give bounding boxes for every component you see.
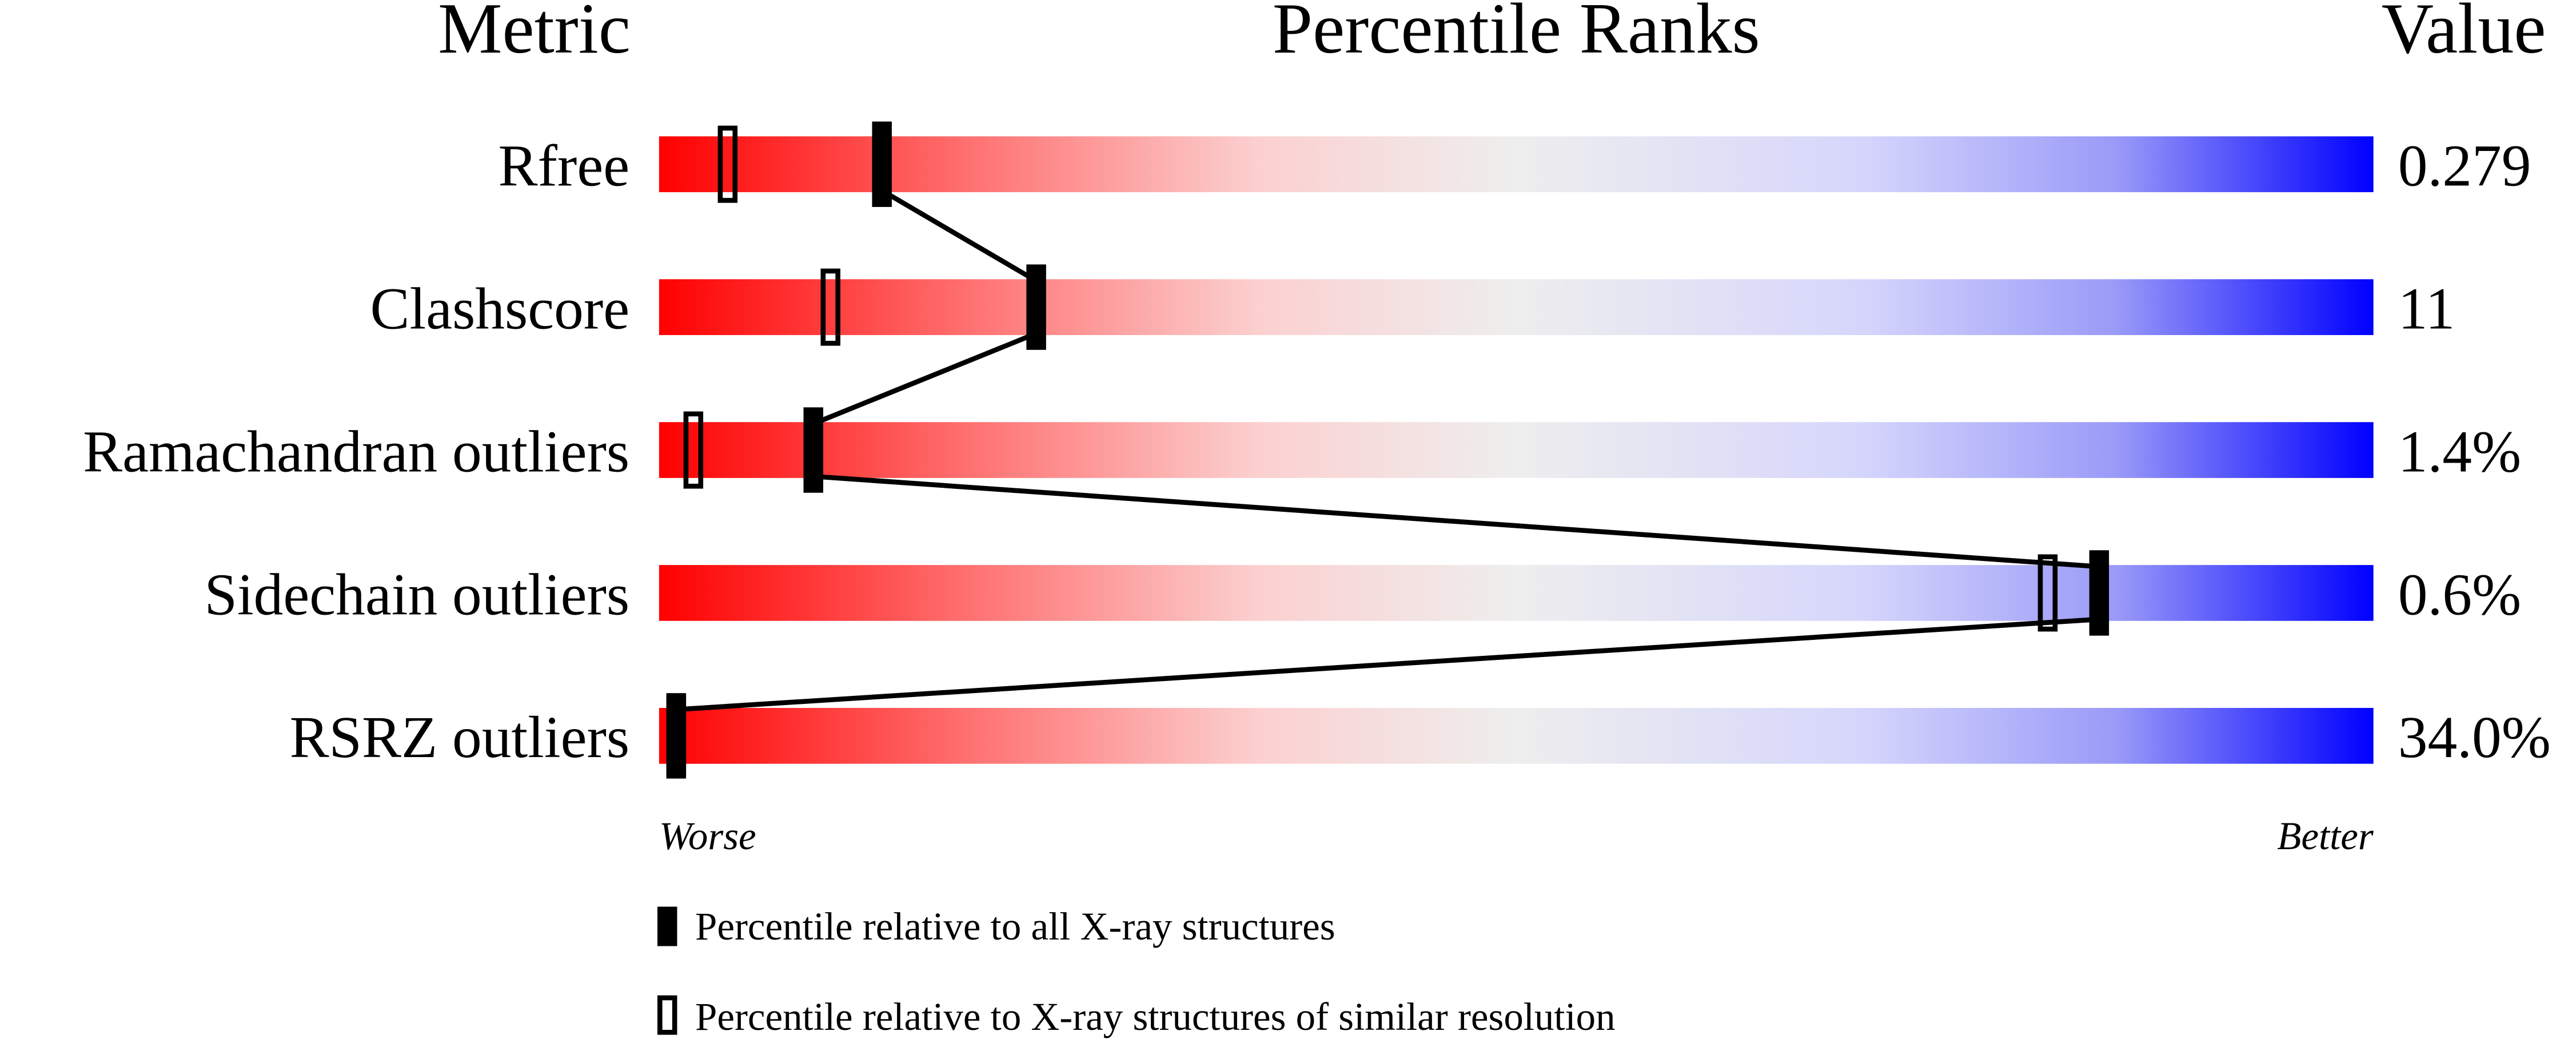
similar-resolution-percentile-marker: [683, 411, 704, 489]
all-structures-percentile-marker: [666, 693, 687, 779]
metric-value: 0.279: [2398, 134, 2531, 199]
axis-better-label: Better: [2277, 814, 2374, 858]
percentile-bar: [659, 422, 2374, 478]
similar-resolution-percentile-marker: [717, 125, 738, 203]
metric-value: 11: [2398, 276, 2455, 341]
metric-label: Sidechain outliers: [204, 562, 629, 627]
similar-resolution-percentile-marker: [820, 268, 840, 346]
similar-resolution-percentile-marker: [2037, 554, 2058, 632]
metric-value: 1.4%: [2398, 419, 2521, 484]
metric-label: Ramachandran outliers: [83, 419, 629, 484]
all-structures-percentile-marker: [872, 121, 892, 207]
metric-value: 34.0%: [2398, 705, 2551, 770]
all-structures-percentile-marker: [803, 407, 823, 493]
legend-open-label: Percentile relative to X-ray structures …: [695, 995, 1616, 1038]
percentile-bar: [659, 708, 2374, 764]
metric-header: Metric: [438, 0, 631, 69]
axis-worse-label: Worse: [659, 814, 756, 858]
metric-label: Clashscore: [370, 276, 629, 341]
metric-label: Rfree: [499, 134, 630, 199]
legend-filled-label: Percentile relative to all X-ray structu…: [695, 905, 1335, 948]
percentile-bar: [659, 565, 2374, 621]
value-header: Value: [2382, 0, 2546, 69]
metric-label: RSRZ outliers: [290, 705, 630, 770]
metric-value: 0.6%: [2398, 562, 2521, 627]
percentile-bar: [659, 136, 2374, 193]
legend-open-marker: [657, 995, 677, 1035]
all-structures-percentile-marker: [2089, 550, 2110, 636]
percentile-ranks-header: Percentile Ranks: [1273, 0, 1760, 69]
legend-filled-marker: [657, 906, 677, 946]
all-structures-percentile-marker: [1026, 264, 1046, 350]
percentile-bar: [659, 279, 2374, 335]
